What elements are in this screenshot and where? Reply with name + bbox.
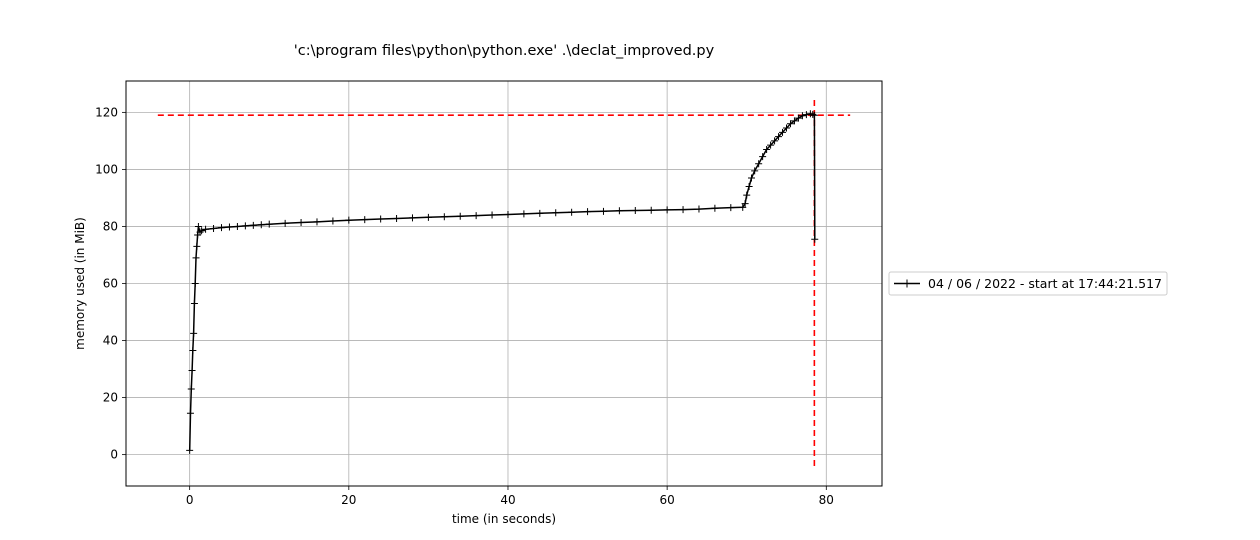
data-point-marker [202, 225, 210, 233]
data-point-marker [456, 212, 464, 220]
data-point-marker [210, 224, 218, 232]
data-point-marker [313, 218, 321, 226]
data-point-marker [217, 224, 225, 232]
data-point-marker [775, 133, 783, 141]
data-point-marker [198, 227, 206, 235]
grid [126, 81, 882, 486]
legend-box [888, 271, 1168, 296]
data-point-marker [779, 128, 787, 136]
legend-marker [903, 279, 911, 288]
data-point-marker [440, 213, 448, 221]
chart-title: 'c:\program files\python\python.exe' .\d… [294, 43, 715, 59]
data-point-marker [811, 235, 819, 243]
data-point-marker [393, 214, 401, 222]
y-tick-label: 20 [103, 391, 118, 405]
data-point-marker [488, 211, 496, 219]
data-point-marker [615, 207, 623, 215]
data-point-marker [794, 114, 802, 122]
y-axis-label: memory used (in MiB) [73, 217, 87, 350]
data-point-marker [802, 111, 810, 119]
data-point-marker [377, 215, 385, 223]
data-point-marker [809, 110, 817, 118]
data-point-marker [745, 183, 753, 191]
data-point-marker [679, 206, 687, 214]
y-tick-label: 0 [110, 448, 118, 462]
data-point-marker [647, 206, 655, 214]
data-point-marker [408, 214, 416, 222]
x-tick-label: 60 [659, 493, 674, 507]
x-tick-label: 80 [819, 493, 834, 507]
data-point-marker [265, 220, 273, 228]
data-point-marker [536, 209, 544, 217]
data-point-marker [783, 124, 791, 132]
data-point-marker [196, 228, 204, 236]
data-point-marker [194, 222, 202, 230]
x-tick-label: 40 [500, 493, 515, 507]
reference-lines [157, 98, 851, 467]
data-point-marker [568, 208, 576, 216]
legend: 04 / 06 / 2022 - start at 17:44:21.517 [888, 271, 1168, 296]
data-point-marker [741, 200, 749, 208]
data-point-marker [249, 221, 257, 229]
data-point-marker [810, 111, 818, 119]
ticks: 0 20 40 60 80 0 20 40 60 80 100 120 [95, 105, 834, 507]
data-point-marker [186, 409, 194, 417]
data-point-marker [552, 209, 560, 217]
data-point-marker [711, 204, 719, 212]
data-point-marker [257, 221, 265, 229]
data-point-marker [759, 153, 767, 161]
data-point-marker [329, 217, 337, 225]
data-point-marker [193, 242, 201, 250]
data-point-marker [190, 299, 198, 307]
y-tick-label: 60 [103, 277, 118, 291]
data-point-marker [767, 141, 775, 149]
y-tick-label: 120 [95, 105, 118, 119]
data-point-marker [190, 329, 198, 337]
data-point-marker [727, 204, 735, 212]
data-point-marker [192, 254, 200, 262]
data-point-marker [233, 222, 241, 230]
data-point-marker [191, 280, 199, 287]
data-point-marker [798, 112, 806, 120]
data-point-marker [771, 137, 779, 145]
data-point-marker [241, 222, 249, 230]
data-point-marker [631, 206, 639, 214]
data-point-marker [743, 191, 751, 199]
data-point-marker [520, 210, 528, 218]
data-point-marker [188, 366, 196, 374]
data-point-marker [663, 206, 671, 214]
y-tick-label: 40 [103, 334, 118, 348]
data-point-marker [584, 208, 592, 216]
y-tick-label: 100 [95, 162, 118, 176]
x-axis-label: time (in seconds) [452, 512, 556, 526]
x-tick-label: 20 [341, 493, 356, 507]
data-point-marker [739, 203, 747, 211]
data-point-marker [424, 213, 432, 221]
data-point-marker [695, 205, 703, 213]
x-tick-label: 0 [186, 493, 194, 507]
series-layer [186, 110, 819, 454]
data-point-marker [187, 385, 195, 393]
series-line [188, 113, 816, 451]
data-point-marker [472, 212, 480, 220]
legend-entry-label: 04 / 06 / 2022 - start at 17:44:21.517 [928, 276, 1162, 291]
data-point-marker [297, 218, 305, 226]
data-point-marker [345, 216, 353, 224]
data-point-marker [751, 167, 759, 175]
data-point-marker [281, 219, 289, 227]
data-point-marker [504, 210, 512, 218]
data-point-marker [755, 160, 763, 168]
data-point-marker [599, 207, 607, 215]
data-point-marker [763, 145, 771, 153]
y-tick-label: 80 [103, 219, 118, 233]
data-point-marker [361, 216, 369, 224]
data-point-marker [747, 174, 755, 182]
data-point-marker [186, 446, 194, 454]
data-point-marker [790, 117, 798, 125]
data-point-marker [225, 223, 233, 231]
data-point-marker [786, 120, 794, 128]
data-point-marker [189, 347, 197, 355]
